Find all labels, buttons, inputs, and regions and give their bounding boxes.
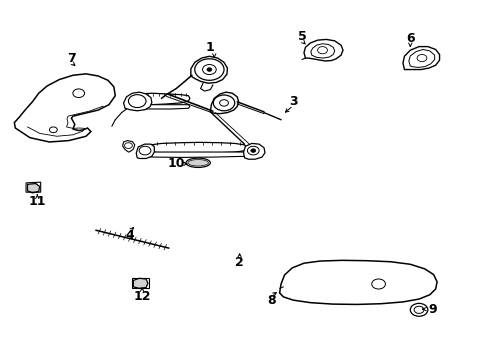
Polygon shape [310,44,334,58]
Circle shape [139,146,151,155]
Ellipse shape [185,158,210,167]
Polygon shape [136,144,154,158]
Polygon shape [122,140,135,152]
Circle shape [194,59,224,80]
Polygon shape [14,74,115,142]
Circle shape [206,68,211,71]
Circle shape [416,54,426,62]
Circle shape [317,46,327,54]
Circle shape [73,89,84,98]
Polygon shape [279,260,436,305]
Polygon shape [147,152,245,157]
Circle shape [128,95,146,108]
Polygon shape [304,40,342,61]
Circle shape [213,95,234,111]
Polygon shape [27,184,40,193]
Ellipse shape [187,159,208,166]
Circle shape [49,127,57,133]
Text: 9: 9 [427,303,436,316]
Text: 5: 5 [297,30,306,43]
Polygon shape [190,56,227,83]
Circle shape [250,149,255,152]
Text: 10: 10 [167,157,184,170]
Text: 8: 8 [266,294,275,307]
Polygon shape [123,92,152,111]
Circle shape [413,306,423,314]
Polygon shape [127,93,189,105]
Polygon shape [408,49,434,67]
Circle shape [371,279,385,289]
Text: 12: 12 [133,290,150,303]
Circle shape [219,100,228,106]
Text: 6: 6 [405,32,414,45]
Circle shape [124,143,132,148]
Polygon shape [133,278,148,288]
Polygon shape [402,46,439,69]
Polygon shape [127,105,189,109]
Text: 4: 4 [125,229,134,242]
Polygon shape [210,92,238,114]
Text: 11: 11 [28,195,46,208]
Text: 1: 1 [205,41,214,54]
Text: 3: 3 [288,95,297,108]
Polygon shape [243,143,264,159]
Text: 2: 2 [235,256,244,269]
Circle shape [247,146,259,155]
Text: 7: 7 [67,51,76,64]
Circle shape [202,64,216,75]
Polygon shape [147,142,246,153]
Circle shape [409,303,427,316]
